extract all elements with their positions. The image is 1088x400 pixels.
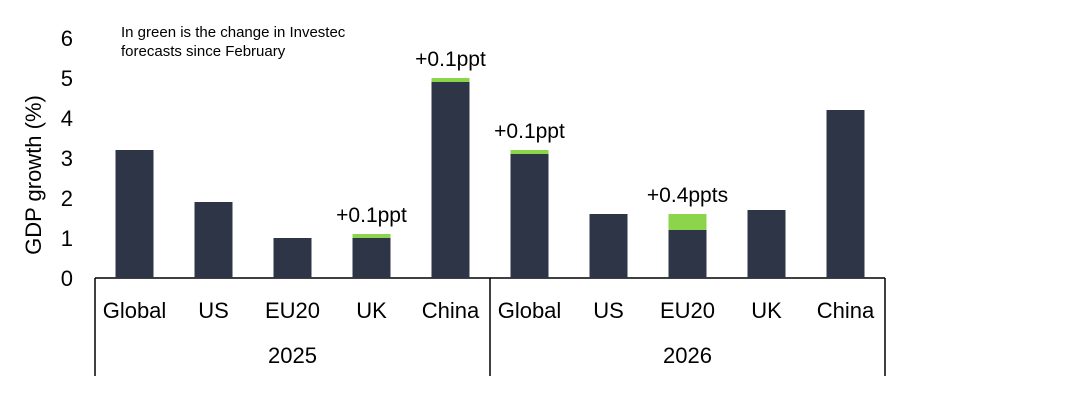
plot-area: 0 1 2 3 4 5 6 Global US EU20 +0.1ppt UK +0.1ppt China… — [61, 26, 886, 376]
x-category-label: China — [422, 298, 480, 323]
y-tick-label: 0 — [61, 266, 73, 291]
bar-change — [431, 78, 470, 82]
bar-base — [115, 150, 154, 278]
x-category-label: Global — [498, 298, 562, 323]
x-group-label: 2026 — [663, 343, 712, 368]
x-category-label: US — [198, 298, 229, 323]
bar-base — [747, 210, 786, 278]
x-category-label: UK — [751, 298, 782, 323]
y-tick-label: 5 — [61, 66, 73, 91]
y-tick-label: 1 — [61, 226, 73, 251]
bar-base — [194, 202, 233, 278]
y-axis-label: GDP growth (%) — [21, 95, 46, 255]
bar-annotation: +0.4ppts — [647, 184, 728, 207]
bar-annotation: +0.1ppt — [336, 204, 407, 227]
chart-note-line-1: In green is the change in Investec — [121, 24, 346, 41]
y-tick-label: 6 — [61, 26, 73, 51]
y-tick-label: 3 — [61, 146, 73, 171]
bar-annotation: +0.1ppt — [494, 120, 565, 143]
y-tick-label: 4 — [61, 106, 73, 131]
x-category-label: UK — [356, 298, 387, 323]
chart-note-line-2: forecasts since February — [121, 43, 286, 60]
y-tick-label: 2 — [61, 186, 73, 211]
bar-base — [589, 214, 628, 278]
x-category-label: US — [593, 298, 624, 323]
x-category-label: EU20 — [265, 298, 320, 323]
bar-change — [668, 214, 707, 230]
x-category-label: China — [817, 298, 875, 323]
bar-base — [352, 238, 391, 278]
bar-base — [273, 238, 312, 278]
bar-base — [431, 82, 470, 278]
bar-change — [352, 234, 391, 238]
bar-base — [826, 110, 865, 278]
x-group-label: 2025 — [268, 343, 317, 368]
x-category-label: EU20 — [660, 298, 715, 323]
x-category-label: Global — [103, 298, 167, 323]
bar-base — [510, 154, 549, 278]
bar-base — [668, 230, 707, 278]
bar-annotation: +0.1ppt — [415, 48, 486, 71]
bar-change — [510, 150, 549, 154]
